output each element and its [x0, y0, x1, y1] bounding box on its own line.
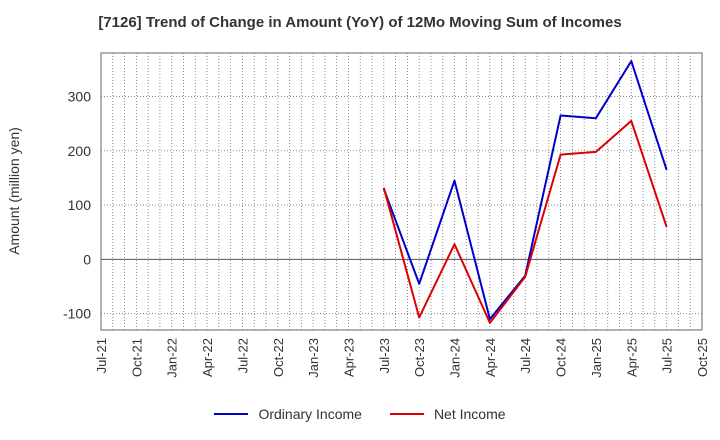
x-tick-label: Apr-24	[483, 338, 498, 377]
x-tick-label: Jul-25	[660, 338, 675, 373]
x-tick-label: Oct-25	[695, 338, 710, 377]
legend-swatch	[389, 413, 424, 415]
legend-item-net-income: Net Income	[389, 406, 506, 422]
y-tick-label: 300	[68, 88, 92, 104]
x-tick-label: Jul-21	[94, 338, 109, 373]
plot-frame	[100, 52, 703, 331]
x-tick-label: Oct-23	[412, 338, 427, 377]
axes	[100, 52, 703, 331]
x-tick-label: Jan-23	[306, 338, 321, 378]
x-tick-label: Apr-25	[624, 338, 639, 377]
legend: Ordinary Income Net Income	[0, 406, 720, 422]
y-axis-label: Amount (million yen)	[6, 127, 22, 255]
y-tick-label: 100	[68, 197, 92, 213]
y-tick-label: 0	[83, 251, 91, 267]
x-tick-label: Jul-22	[235, 338, 250, 373]
x-tick-label: Oct-22	[271, 338, 286, 377]
legend-item-ordinary-income: Ordinary Income	[214, 406, 362, 422]
series-lines	[382, 60, 668, 324]
tick-labels: -100 0 100 200 300 Jul-21 Oct-21 Jan-22 Apr-22 Ju…	[63, 88, 710, 377]
legend-swatch	[214, 413, 249, 415]
x-tick-label: Jan-24	[448, 338, 463, 378]
x-tick-label: Apr-23	[341, 338, 356, 377]
x-tick-label: Jul-24	[518, 338, 533, 373]
x-tick-label: Apr-22	[200, 338, 215, 377]
series-line-ordinary-income	[382, 60, 668, 321]
legend-label: Ordinary Income	[258, 406, 362, 422]
series-line-net-income	[382, 119, 668, 324]
x-tick-label: Oct-24	[554, 338, 569, 377]
grid-lines	[101, 53, 702, 330]
x-tick-label: Jul-23	[377, 338, 392, 373]
x-tick-label: Oct-21	[129, 338, 144, 377]
chart-title: [7126] Trend of Change in Amount (YoY) o…	[98, 14, 622, 31]
y-tick-label: -100	[63, 306, 91, 322]
x-tick-label: Jan-25	[589, 338, 604, 378]
y-tick-label: 200	[68, 143, 92, 159]
legend-label: Net Income	[433, 406, 506, 422]
x-tick-label: Jan-22	[165, 338, 180, 378]
